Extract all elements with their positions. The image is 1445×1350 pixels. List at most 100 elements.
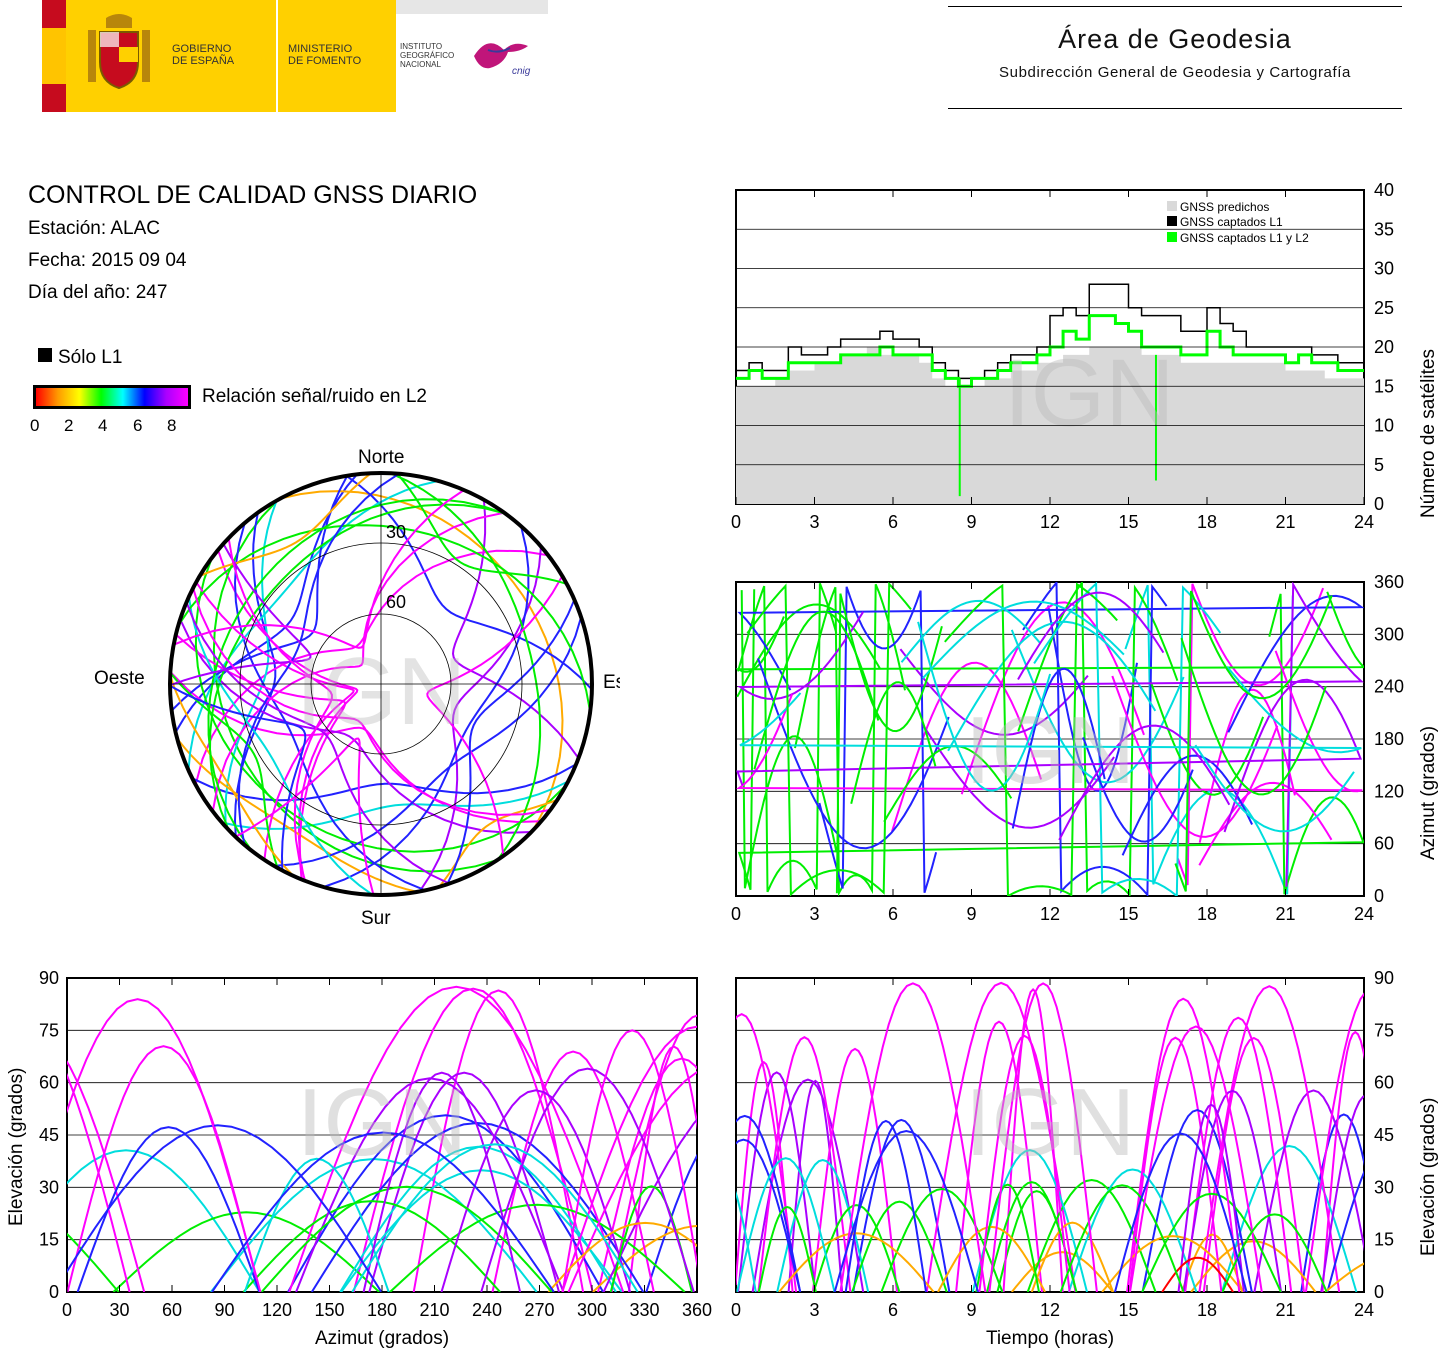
az-track xyxy=(944,582,1118,896)
sat-ytick-label: 15 xyxy=(1374,376,1394,396)
cnig-logo-icon: cnig xyxy=(474,43,531,77)
az-ylabel: Azimut (grados) xyxy=(1418,726,1439,860)
az-track xyxy=(921,600,1125,679)
elt-ytick-label: 30 xyxy=(1374,1177,1394,1197)
az-xtick-label: 21 xyxy=(1275,904,1295,924)
skyplot-track xyxy=(171,475,349,712)
az-track xyxy=(736,678,1363,833)
elaz-xtick-label: 90 xyxy=(214,1300,234,1320)
elaz-track xyxy=(389,1203,686,1292)
az-track xyxy=(737,582,1364,887)
elaz-track xyxy=(112,1211,380,1292)
elaz-xlabel: Azimut (grados) xyxy=(315,1328,449,1349)
elt-track xyxy=(736,1157,836,1292)
elt-track xyxy=(1126,997,1241,1292)
az-xtick-label: 9 xyxy=(966,904,976,924)
elaz-xtick-label: 180 xyxy=(367,1300,397,1320)
az-track xyxy=(917,621,1052,792)
elt-track xyxy=(986,1181,1078,1292)
skyplot-track xyxy=(170,543,312,687)
skyplot-track xyxy=(173,489,465,649)
elaz-watermark: IGN xyxy=(297,1069,468,1176)
elaz-ytick-label: 15 xyxy=(39,1230,59,1250)
skyplot-track xyxy=(323,526,530,888)
elt-track xyxy=(736,1114,802,1292)
elt-track xyxy=(757,1036,852,1292)
elt-track xyxy=(787,1079,844,1292)
az-watermark: IGN xyxy=(965,697,1136,804)
elt-xtick-label: 21 xyxy=(1275,1300,1295,1320)
elaz-track xyxy=(561,1029,697,1292)
skyplot-track xyxy=(192,587,551,816)
az-ytick-label: 60 xyxy=(1374,834,1394,854)
az-xtick-label: 18 xyxy=(1197,904,1217,924)
elt-track xyxy=(1177,1103,1245,1292)
sat-xtick-label: 3 xyxy=(809,512,819,532)
elt-track xyxy=(1326,1169,1364,1292)
skyplot-track xyxy=(280,490,564,831)
elaz-xtick-label: 270 xyxy=(524,1300,554,1320)
elt-track xyxy=(736,1060,794,1292)
elt-track xyxy=(1161,1256,1234,1292)
sat-ytick-label: 0 xyxy=(1374,494,1384,514)
elaz-track xyxy=(242,1200,501,1292)
skyplot-track xyxy=(170,672,279,869)
az-ytick-label: 120 xyxy=(1374,781,1404,801)
elt-track xyxy=(812,1204,901,1292)
elaz-track xyxy=(351,1143,639,1292)
elt-track xyxy=(1011,1251,1114,1292)
elaz-track xyxy=(567,1070,697,1292)
az-track xyxy=(739,665,1362,754)
instituto-label: INSTITUTO GEOGRÁFICO NACIONAL xyxy=(400,42,455,69)
elaz-xtick-label: 240 xyxy=(472,1300,502,1320)
elt-track xyxy=(1059,1184,1185,1292)
skyplot-track xyxy=(187,596,374,895)
elt-track xyxy=(844,1119,927,1292)
skyplot-track xyxy=(233,522,426,892)
elaz-xtick-label: 330 xyxy=(629,1300,659,1320)
elaz-track xyxy=(602,1118,697,1292)
cnig-label: cnig xyxy=(512,66,531,77)
elt-track xyxy=(737,1071,817,1292)
sat-ytick-label: 30 xyxy=(1374,259,1394,279)
elt-track xyxy=(1300,1113,1364,1292)
elaz-track xyxy=(67,1072,131,1292)
skyplot-track xyxy=(187,479,439,771)
az-ytick-label: 0 xyxy=(1374,886,1384,906)
elaz-xtick-label: 210 xyxy=(419,1300,449,1320)
az-ytick-label: 180 xyxy=(1374,729,1404,749)
area-subtitle: Subdirección General de Geodesia y Carto… xyxy=(999,64,1351,81)
az-xtick-label: 3 xyxy=(809,904,819,924)
elaz-xtick-label: 60 xyxy=(162,1300,182,1320)
skyplot-track xyxy=(212,499,498,873)
skyplot-track xyxy=(418,546,542,892)
az-ytick-label: 360 xyxy=(1374,572,1404,592)
skyplot-west-label-html: Oeste xyxy=(94,668,145,689)
elaz-xtick-label: 300 xyxy=(577,1300,607,1320)
sat-legend-swatch xyxy=(1167,201,1177,211)
sat-xtick-label: 0 xyxy=(731,512,741,532)
sat-xtick-label: 9 xyxy=(966,512,976,532)
skyplot-track xyxy=(174,473,358,733)
skyplot-ring-60-label: 60 xyxy=(386,592,406,612)
elevation-azimuth-chart: IGN 0 30 60 90 120 150 180 210 240 270 300 330 360 0… xyxy=(6,968,712,1349)
elt-ytick-label: 15 xyxy=(1374,1230,1394,1250)
skyplot-track xyxy=(237,473,400,846)
az-track xyxy=(1194,744,1355,833)
elaz-track xyxy=(592,1224,697,1292)
elt-track xyxy=(1221,1213,1328,1292)
skyplot-track xyxy=(438,798,558,888)
doy-label: Día del año: 247 xyxy=(28,282,168,303)
elt-xtick-label: 0 xyxy=(731,1300,741,1320)
az-track xyxy=(736,603,881,698)
sat-watermark: IGN xyxy=(1004,340,1175,447)
elaz-track xyxy=(260,1185,553,1292)
skyplot-track xyxy=(273,616,583,867)
snr-tick: 8 xyxy=(167,416,177,435)
snr-tick: 6 xyxy=(133,416,143,435)
elaz-xtick-label: 30 xyxy=(109,1300,129,1320)
snr-tick: 2 xyxy=(64,416,74,435)
skyplot-track xyxy=(227,537,333,882)
elt-track xyxy=(1321,1030,1364,1292)
elt-track xyxy=(839,982,987,1292)
